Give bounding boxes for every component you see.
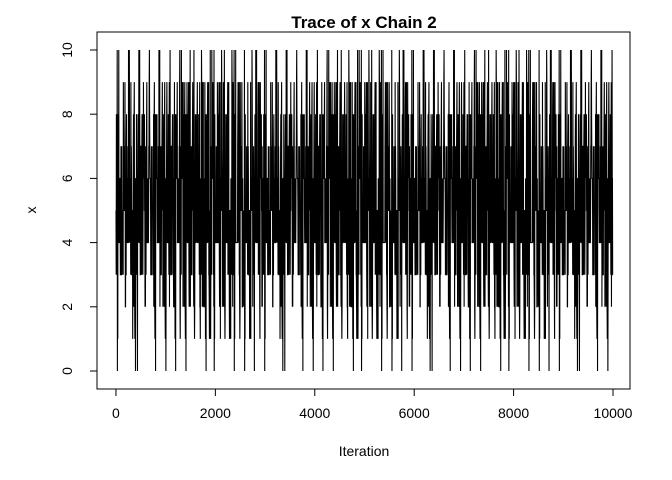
y-tick-label: 10 <box>59 42 75 58</box>
x-tick-label: 8000 <box>498 405 529 421</box>
y-tick-label: 4 <box>59 238 75 246</box>
x-tick-label: 0 <box>112 405 120 421</box>
x-tick-label: 6000 <box>399 405 430 421</box>
x-axis-label: Iteration <box>339 443 390 459</box>
trace-series <box>115 49 614 372</box>
y-axis: 0 2 4 6 8 10 <box>59 42 98 375</box>
chart-title: Trace of x Chain 2 <box>291 13 437 32</box>
x-tick-label: 2000 <box>200 405 231 421</box>
trace-line <box>115 49 614 372</box>
y-tick-label: 0 <box>59 367 75 375</box>
y-axis-label: x <box>23 207 39 214</box>
x-axis: 0 2000 4000 6000 8000 10000 <box>112 388 633 421</box>
y-tick-label: 8 <box>59 110 75 118</box>
y-tick-label: 6 <box>59 174 75 182</box>
x-tick-label: 4000 <box>299 405 330 421</box>
x-tick-label: 10000 <box>594 405 633 421</box>
y-tick-label: 2 <box>59 303 75 311</box>
